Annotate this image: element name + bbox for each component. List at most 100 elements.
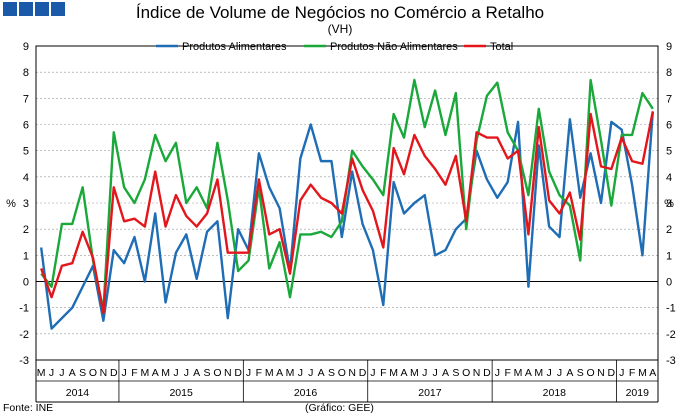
y-tick-label-left: 5 [23, 146, 29, 158]
brand-logo-block-1 [3, 2, 17, 16]
x-tick-label: N [100, 367, 108, 379]
x-tick-label: S [577, 367, 584, 379]
source-note: Fonte: INE [3, 402, 54, 414]
x-tick-label: M [37, 367, 46, 379]
x-tick-label: O [213, 367, 221, 379]
x-tick-label: J [59, 367, 64, 379]
x-tick-label: J [246, 367, 251, 379]
year-label: 2017 [418, 387, 442, 399]
x-tick-label: D [359, 367, 367, 379]
x-tick-label: M [140, 367, 149, 379]
x-tick-label: J [308, 367, 313, 379]
x-tick-label: N [473, 367, 481, 379]
y-tick-label-right: 8 [666, 67, 672, 79]
x-tick-label: D [483, 367, 491, 379]
y-tick-label-left: 3 [23, 198, 29, 210]
x-tick-label: J [370, 367, 375, 379]
x-tick-label: M [514, 367, 523, 379]
chart-title: Índice de Volume de Negócios no Comércio… [135, 3, 545, 22]
x-tick-label: D [110, 367, 118, 379]
x-tick-label: F [629, 367, 635, 379]
y-tick-label-right: 4 [666, 172, 672, 184]
year-label: 2014 [66, 387, 90, 399]
legend-label-1: Produtos Alimentares [182, 41, 287, 53]
series-line-1 [39, 111, 655, 330]
x-tick-label: A [152, 367, 159, 379]
y-tick-label-right: 0 [666, 277, 672, 289]
y-tick-label-right: -2 [666, 329, 676, 341]
series-line-3 [40, 111, 654, 315]
x-tick-label: J [432, 367, 437, 379]
x-tick-label: O [462, 367, 470, 379]
x-tick-label: J [557, 367, 562, 379]
x-tick-label: M [534, 367, 543, 379]
x-tick-label: A [649, 367, 656, 379]
x-tick-label: A [69, 367, 76, 379]
y-tick-label-right: 1 [666, 250, 672, 262]
chart-subtitle: (VH) [327, 22, 353, 36]
x-tick-label: N [224, 367, 232, 379]
x-tick-label: M [410, 367, 419, 379]
y-tick-label-left: 7 [23, 93, 29, 105]
x-tick-label: D [608, 367, 616, 379]
x-tick-label: A [442, 367, 449, 379]
x-tick-label: N [597, 367, 605, 379]
y-axis-title-right: % [664, 198, 674, 210]
x-tick-label: A [193, 367, 200, 379]
year-label: 2016 [294, 387, 318, 399]
brand-logo-block-4 [51, 2, 65, 16]
year-label: 2019 [626, 387, 650, 399]
x-tick-label: J [49, 367, 54, 379]
x-tick-label: F [131, 367, 137, 379]
brand-logo-block-3 [35, 2, 49, 16]
x-tick-label: J [184, 367, 189, 379]
x-tick-label: J [298, 367, 303, 379]
y-tick-label-right: 7 [666, 93, 672, 105]
x-tick-label: M [638, 367, 647, 379]
y-tick-label-right: 3 [666, 198, 672, 210]
x-tick-label: O [89, 367, 97, 379]
x-tick-label: J [422, 367, 427, 379]
y-tick-label-left: -2 [19, 329, 29, 341]
x-tick-label: F [504, 367, 510, 379]
x-tick-label: M [286, 367, 295, 379]
y-tick-label-left: 6 [23, 120, 29, 132]
x-tick-label: S [452, 367, 459, 379]
y-tick-label-right: 9 [666, 41, 672, 53]
x-tick-label: O [587, 367, 595, 379]
x-tick-label: A [318, 367, 325, 379]
x-tick-label: M [389, 367, 398, 379]
x-tick-label: O [338, 367, 346, 379]
y-tick-label-right: 2 [666, 224, 672, 236]
x-tick-label: N [348, 367, 356, 379]
brand-logo-block-2 [19, 2, 33, 16]
y-tick-label-left: 0 [23, 277, 29, 289]
y-tick-label-right: 6 [666, 120, 672, 132]
x-tick-label: A [566, 367, 573, 379]
x-tick-label: J [495, 367, 500, 379]
x-tick-label: F [256, 367, 262, 379]
legend-label-3: Total [490, 41, 513, 53]
x-tick-label: D [234, 367, 242, 379]
y-tick-label-left: 4 [23, 172, 29, 184]
plot-frame [35, 45, 659, 361]
x-tick-label: J [547, 367, 552, 379]
x-tick-label: J [173, 367, 178, 379]
x-tick-label: A [401, 367, 408, 379]
y-tick-label-left: 2 [23, 224, 29, 236]
y-tick-label-left: 1 [23, 250, 29, 262]
chart-credit: (Gráfico: GEE) [305, 402, 374, 414]
x-tick-label: J [121, 367, 126, 379]
year-label: 2015 [169, 387, 193, 399]
y-tick-label-left: 8 [23, 67, 29, 79]
x-tick-label: M [161, 367, 170, 379]
series-line-2 [40, 78, 654, 312]
x-tick-label: A [276, 367, 283, 379]
x-tick-label: J [619, 367, 624, 379]
x-tick-label: S [204, 367, 211, 379]
y-tick-label-right: -1 [666, 303, 676, 315]
x-tick-label: M [265, 367, 274, 379]
x-tick-label: S [79, 367, 86, 379]
x-tick-label: S [328, 367, 335, 379]
